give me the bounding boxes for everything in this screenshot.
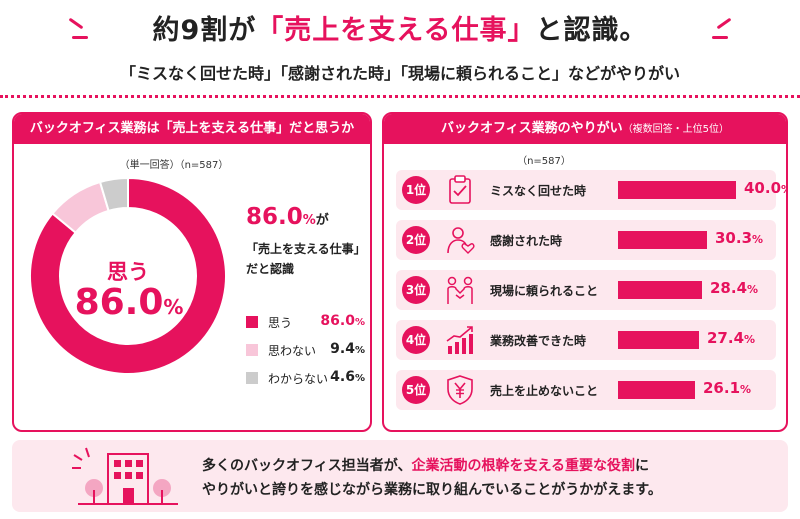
percent-sign: % xyxy=(163,295,184,319)
donut-slice-1 xyxy=(29,176,227,375)
ranking-bar xyxy=(618,181,736,199)
clipboard-check-icon xyxy=(449,175,471,204)
office-building-icon xyxy=(72,447,178,505)
legend-number: 86.0 xyxy=(320,313,355,329)
ranking-number: 27.4 xyxy=(707,329,745,347)
page-title: 約9割が「売上を支える仕事」と認識。 xyxy=(0,8,800,47)
ranking-bar xyxy=(618,381,695,399)
percent-sign: % xyxy=(302,213,316,228)
percent-sign: % xyxy=(781,183,786,196)
summary-part: 多くのバックオフィス担当者が、 xyxy=(202,458,412,474)
center-value: 86.0% xyxy=(64,282,194,323)
donut-chart xyxy=(29,176,227,375)
quote-line: 「売上を支える仕事」 xyxy=(246,242,366,256)
ranking-value: 30.3% xyxy=(715,229,763,247)
rank-badge: 1位 xyxy=(402,176,430,204)
ranking-value: 26.1% xyxy=(703,379,751,397)
percent-sign: % xyxy=(354,317,365,328)
summary-line: 多くのバックオフィス担当者が、企業活動の根幹を支える重要な役割に xyxy=(202,454,662,478)
summary-part: に xyxy=(635,458,650,474)
panel-heading: バックオフィス業務のやりがい（複数回答・上位5位） xyxy=(384,114,786,144)
percent-sign: % xyxy=(752,233,764,246)
legend-swatch xyxy=(246,344,258,356)
ranking-number: 28.4 xyxy=(710,279,748,297)
ranking-label: 現場に頼られること xyxy=(490,284,599,298)
ranking-row: 2位 感謝された時 30.3% xyxy=(396,220,776,260)
panel-heading: バックオフィス業務は「売上を支える仕事」だと思うか xyxy=(14,114,370,144)
legend-number: 4.6 xyxy=(330,369,355,385)
legend-swatch xyxy=(246,316,258,328)
rank-badge: 4位 xyxy=(402,326,430,354)
percent-sign: % xyxy=(354,373,365,384)
quote-line: だと認識 xyxy=(246,262,295,276)
ranking-bar xyxy=(618,231,707,249)
summary-text: 多くのバックオフィス担当者が、企業活動の根幹を支える重要な役割に やりがいと誇り… xyxy=(202,454,662,502)
rank-badge: 3位 xyxy=(402,276,430,304)
legend-number: 9.4 xyxy=(330,341,355,357)
ranking-label: 業務改善できた時 xyxy=(490,334,587,348)
ranking-value: 28.4% xyxy=(710,279,758,297)
percent-sign: % xyxy=(740,383,752,396)
page-subtitle: 「ミスなく回せた時」「感謝された時」「現場に頼られること」などがやりがい xyxy=(119,64,680,83)
title-part: 約9割が xyxy=(152,15,257,46)
decoration-dash xyxy=(712,36,728,39)
legend-label: 思う xyxy=(268,316,293,330)
legend-swatch xyxy=(246,372,258,384)
ranking-label: 売上を止めないこと xyxy=(490,384,599,398)
sample-note: （単一回答）（n=587） xyxy=(119,160,229,171)
summary-box: 多くのバックオフィス担当者が、企業活動の根幹を支える重要な役割に やりがいと誇り… xyxy=(12,440,788,512)
ranking-row: 5位 売上を止めないこと 26.1% xyxy=(396,370,776,410)
sample-note: （n=587） xyxy=(517,156,571,167)
ranking-number: 26.1 xyxy=(703,379,741,397)
title-part: と認識。 xyxy=(535,15,648,46)
percent-sign: % xyxy=(747,283,759,296)
person-heart-icon xyxy=(447,227,475,254)
center-value-number: 86.0 xyxy=(74,282,164,323)
panel-heading-main: バックオフィス業務のやりがい xyxy=(440,121,623,136)
legend-item: 思う 86.0% xyxy=(246,312,370,332)
panel-heading-note: （複数回答・上位5位） xyxy=(622,124,730,135)
divider xyxy=(0,95,800,98)
rank-badge: 2位 xyxy=(402,226,430,254)
rank-badge: 5位 xyxy=(402,376,430,404)
ranking-bar xyxy=(618,331,699,349)
ranking-row: 1位 ミスなく回せた時 40.0% xyxy=(396,170,786,210)
legend-item: わからない 4.6% xyxy=(246,368,370,388)
legend-label: わからない xyxy=(268,372,329,386)
legend-value: 9.4% xyxy=(330,341,365,357)
ranking-panel: バックオフィス業務のやりがい（複数回答・上位5位） （n=587） 1位 ミスな… xyxy=(382,112,788,432)
ranking-number: 30.3 xyxy=(715,229,753,247)
legend-value: 4.6% xyxy=(330,369,365,385)
percent-sign: % xyxy=(354,345,365,356)
ranking-bar xyxy=(618,281,702,299)
ranking-label: 感謝された時 xyxy=(490,234,563,248)
summary-highlight: 企業活動の根幹を支える重要な役割 xyxy=(411,458,636,474)
ranking-row: 4位 業務改善できた時 27.4% xyxy=(396,320,776,360)
headline-number: 86.0 xyxy=(246,204,303,230)
ranking-number: 40.0 xyxy=(744,179,782,197)
center-label: 思う xyxy=(107,260,149,284)
legend-value: 86.0% xyxy=(320,313,365,329)
yen-shield-icon xyxy=(447,375,473,405)
headline-value: 86.0%が xyxy=(246,204,329,230)
headline-suffix: が xyxy=(315,213,329,228)
headline-quote: 「売上を支える仕事」 だと認識 xyxy=(246,239,366,279)
handshake-icon xyxy=(447,276,473,304)
ranking-value: 27.4% xyxy=(707,329,755,347)
donut-slice-3 xyxy=(98,176,129,213)
legend-item: 思わない 9.4% xyxy=(246,340,370,360)
ranking-value: 40.0% xyxy=(744,179,786,197)
percent-sign: % xyxy=(744,333,756,346)
summary-line: やりがいと誇りを感じながら業務に取り組んでいることがうかがえます。 xyxy=(202,482,662,498)
ranking-label: ミスなく回せた時 xyxy=(490,184,587,198)
legend-label: 思わない xyxy=(268,344,317,358)
decoration-dash xyxy=(72,36,88,39)
pie-panel: バックオフィス業務は「売上を支える仕事」だと思うか （単一回答）（n=587） … xyxy=(12,112,372,432)
ranking-row: 3位 現場に頼られること 28.4% xyxy=(396,270,776,310)
growth-chart-icon xyxy=(446,326,473,354)
title-highlight: 「売上を支える仕事」 xyxy=(256,15,536,46)
